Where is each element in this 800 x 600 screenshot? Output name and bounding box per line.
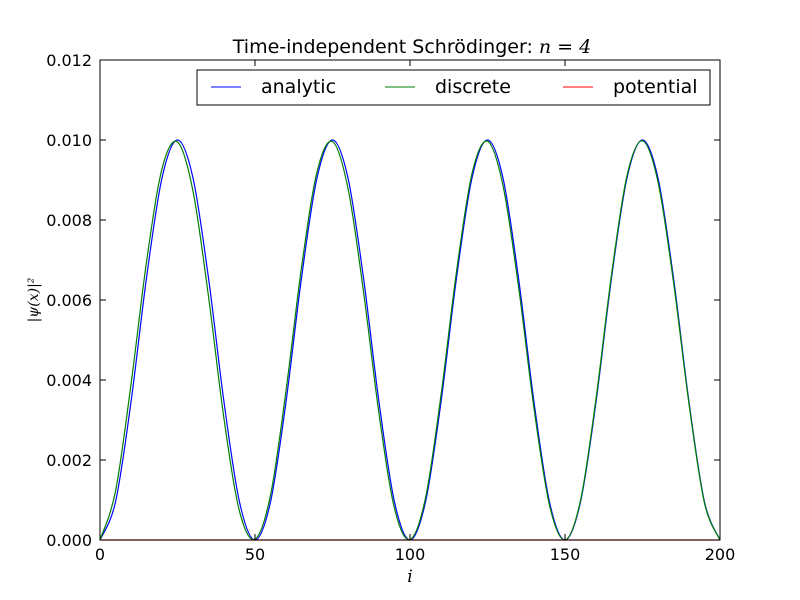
y-axis-label: |ψ(x)|² [26, 277, 42, 322]
legend-label-analytic: analytic [261, 76, 336, 98]
x-tick-label: 200 [705, 545, 736, 564]
x-tick-label: 50 [245, 545, 265, 564]
x-tick-label: 0 [95, 545, 105, 564]
y-tick-label: 0.006 [46, 291, 92, 310]
x-tick-label: 150 [550, 545, 581, 564]
legend-box [196, 69, 711, 106]
y-tick-label: 0.002 [46, 451, 92, 470]
legend-label-discrete: discrete [435, 76, 511, 98]
x-axis-label: i [407, 567, 412, 587]
legend-label-potential: potential [613, 76, 698, 98]
plot-area [100, 60, 720, 540]
y-tick-label: 0.004 [46, 371, 92, 390]
x-tick-label: 100 [395, 545, 426, 564]
chart-title: Time-independent Schrödinger: n = 4 [232, 36, 591, 58]
y-tick-label: 0.008 [46, 211, 92, 230]
legend: analytic discrete potential [196, 69, 711, 106]
y-tick-label: 0.012 [46, 51, 92, 70]
plot-frame [99, 59, 721, 541]
ticks-layer: 0 50 100 150 200 0.000 0.002 0.004 0.006 0.008 0.0… [46, 51, 735, 564]
chart-title-math: n = 4 [539, 36, 591, 58]
y-tick-label: 0.000 [46, 531, 92, 550]
y-tick-label: 0.010 [46, 131, 92, 150]
chart-title-text: Time-independent Schrödinger: [232, 36, 539, 58]
